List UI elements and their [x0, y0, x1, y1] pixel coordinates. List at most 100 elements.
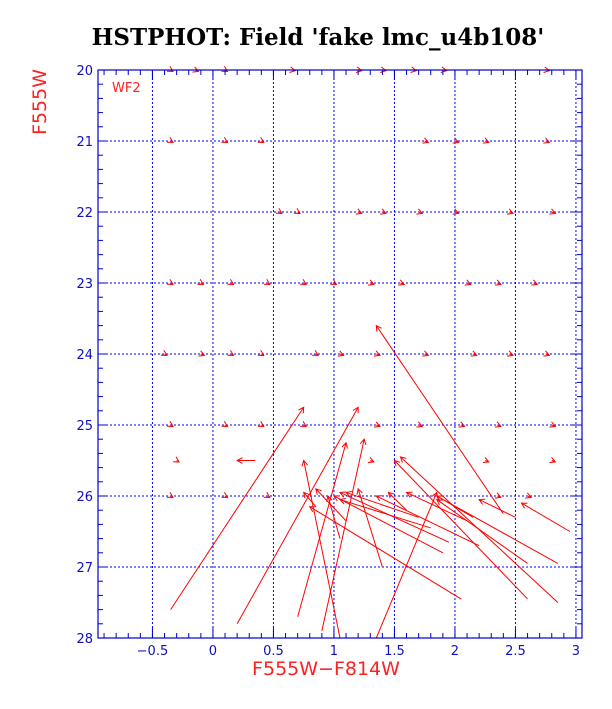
y-tick-label: 21	[76, 135, 93, 150]
displacement-vector	[167, 492, 174, 498]
vector-arrowhead	[356, 487, 363, 495]
vector-arrowhead	[257, 137, 265, 143]
panel-label: WF2	[112, 81, 141, 96]
x-axis-label: F555W−F814W	[252, 658, 400, 680]
vector-shaft	[339, 499, 431, 529]
displacement-vector	[263, 279, 271, 285]
displacement-vector	[326, 494, 341, 539]
vector-arrowhead	[167, 66, 174, 72]
displacement-vector	[435, 498, 528, 564]
vector-arrowhead	[435, 498, 443, 506]
displacement-vector	[452, 208, 460, 215]
vector-arrowhead	[549, 421, 557, 428]
vector-arrowhead	[478, 498, 486, 505]
displacement-vector	[452, 137, 460, 144]
vector-shaft	[388, 492, 407, 511]
vector-arrowhead	[435, 495, 443, 502]
vector-arrowhead	[422, 137, 430, 144]
displacement-vector	[321, 438, 367, 632]
y-tick-label: 25	[76, 419, 93, 434]
displacement-vector	[221, 137, 229, 143]
displacement-vector	[300, 421, 308, 427]
vector-arrowhead	[308, 506, 316, 513]
displacement-vector	[227, 350, 235, 356]
vector-arrowhead	[494, 279, 502, 286]
vector-arrowhead	[263, 492, 271, 498]
vector-shaft	[436, 495, 559, 564]
vector-arrowhead	[507, 208, 515, 215]
displacement-vector	[435, 495, 474, 518]
vector-arrowhead	[160, 350, 168, 356]
displacement-vector	[167, 279, 174, 285]
y-tick-label: 26	[76, 490, 93, 505]
vector-arrowhead	[494, 421, 502, 428]
vector-arrowhead	[227, 279, 235, 285]
x-tick-label: 1	[330, 644, 338, 659]
vector-shaft	[436, 495, 474, 518]
displacement-vector	[337, 350, 345, 357]
displacement-vector	[333, 495, 444, 554]
vector-arrowhead	[398, 279, 406, 286]
vector-arrowhead	[464, 279, 472, 286]
vector-arrowhead	[482, 137, 490, 144]
vector-arrowhead	[221, 137, 229, 143]
vector-arrowhead	[167, 492, 174, 498]
vector-arrowhead	[301, 459, 308, 467]
displacement-vector	[330, 279, 338, 285]
displacement-vector	[303, 491, 317, 507]
displacement-vector	[416, 208, 424, 215]
displacement-vector	[482, 457, 490, 464]
vector-shaft	[170, 406, 305, 610]
vector-shaft	[339, 491, 450, 543]
vector-arrowhead	[192, 66, 200, 73]
x-tick-label: 2	[451, 644, 459, 659]
displacement-vector	[236, 406, 359, 625]
vector-arrowhead	[257, 421, 265, 427]
displacement-vector	[300, 279, 308, 285]
y-tick-label: 22	[76, 206, 93, 221]
displacement-vector	[173, 456, 180, 463]
displacement-vector	[464, 279, 472, 286]
displacement-vector	[236, 457, 256, 464]
vector-arrowhead	[416, 421, 424, 428]
vector-arrowhead	[339, 491, 347, 498]
displacement-vector	[422, 137, 430, 144]
vector-shaft	[436, 499, 528, 564]
displacement-vector	[355, 208, 363, 215]
displacement-vector	[375, 495, 480, 547]
displacement-vector	[367, 279, 375, 286]
vector-arrowhead	[315, 488, 322, 495]
displacement-vector	[167, 137, 174, 143]
vector-arrowhead	[352, 406, 359, 414]
vector-arrowhead	[275, 208, 283, 214]
x-tick-label: −0.5	[137, 644, 169, 659]
vector-field	[160, 66, 571, 639]
vector-arrowhead	[373, 350, 381, 357]
displacement-vector	[375, 324, 504, 515]
vector-arrowhead	[375, 324, 382, 332]
vector-arrowhead	[167, 137, 174, 143]
displacement-vector	[275, 208, 283, 214]
displacement-vector	[167, 421, 174, 427]
vector-arrowhead	[257, 350, 265, 356]
vector-arrowhead	[373, 421, 381, 428]
y-tick-labels: 20 21 22 23 24 25 26 27 28	[76, 64, 93, 647]
vector-shaft	[357, 488, 383, 568]
vector-arrowhead	[221, 492, 229, 498]
vector-arrowhead	[303, 491, 310, 499]
vector-arrowhead	[543, 350, 551, 357]
vector-arrowhead	[339, 497, 346, 505]
displacement-vector	[393, 459, 528, 600]
vector-shaft	[321, 439, 365, 632]
vector-arrowhead	[221, 66, 229, 72]
displacement-vector	[197, 279, 205, 285]
vector-arrowhead	[263, 279, 271, 285]
chart-title: HSTPHOT: Field 'fake lmc_u4b108'	[92, 24, 545, 51]
vector-arrowhead	[337, 350, 345, 357]
vector-shaft	[345, 491, 419, 518]
vector-arrowhead	[399, 456, 407, 463]
vector-arrowhead	[410, 66, 418, 73]
vector-shaft	[376, 495, 480, 547]
displacement-vector	[494, 279, 502, 286]
displacement-vector	[543, 350, 551, 357]
